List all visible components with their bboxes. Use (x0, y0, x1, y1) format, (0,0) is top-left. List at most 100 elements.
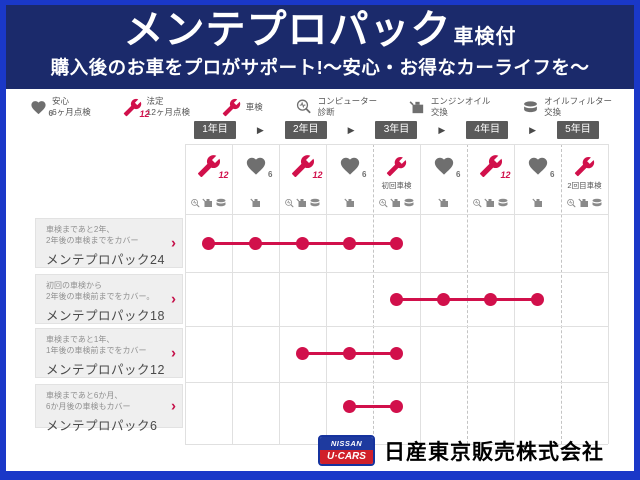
col-header-6month: 6 (420, 144, 467, 214)
chevron-right-icon: › (171, 234, 176, 252)
legend-label: 6ヶ月点検 (52, 107, 91, 117)
heart-icon: 6 (527, 155, 555, 179)
computer-diagnosis-icon (472, 198, 483, 209)
wrench-12-icon: 12 (123, 98, 150, 119)
package-label-6[interactable]: 車検まであと6か月、 6か月後の車検もカバー メンテプロパック6 › (35, 384, 183, 433)
oil-can-icon (390, 197, 402, 209)
oil-filter-icon (497, 197, 509, 209)
grid-line (185, 214, 608, 215)
package-name: メンテプロパック18 (46, 308, 165, 323)
timeline-table: 1年目 ▶ 2年目 ▶ 3年目 ▶ 4年目 ▶ 5年目 12 6 (30, 120, 609, 448)
oil-can-icon (296, 197, 308, 209)
oil-can-icon (438, 197, 450, 209)
legend: 6 安心 6ヶ月点検 12 法定 12ヶ月点検 車検 コンピューター 診断 エンジンオ… (30, 93, 612, 121)
title-suffix: 車検付 (453, 26, 517, 48)
package-desc: 6か月後の車検もカバー (46, 401, 131, 411)
legend-label: 法定 (146, 96, 164, 107)
grid-line (185, 144, 186, 444)
year-band: 1年目 ▶ 2年目 ▶ 3年目 ▶ 4年目 ▶ 5年目 (185, 120, 608, 140)
service-dot (484, 292, 497, 306)
package-row-6: 車検まであと6か月、 6か月後の車検もカバー メンテプロパック6 › (30, 384, 608, 434)
service-dot (390, 399, 403, 413)
service-dot (296, 236, 309, 250)
page-title: メンテプロパック 車検付 (6, 5, 634, 52)
service-dot (437, 292, 450, 306)
wrench-12-icon: 12 (479, 154, 511, 180)
title-main: メンテプロパック (123, 8, 452, 52)
footer: NISSAN U·CARS 日産東京販売株式会社 (6, 433, 634, 469)
package-row-12: 車検まであと1年、 1年後の車検前までをカバー メンテプロパック12 › (30, 328, 608, 378)
grid-line (420, 144, 421, 444)
service-dot (249, 236, 262, 250)
wrench-12-icon: 12 (197, 154, 229, 180)
legend-label: オイルフィルター (544, 96, 612, 107)
legend-item-oil-filter: オイルフィルター 交換 (522, 96, 612, 117)
package-name: メンテプロパック6 (46, 418, 158, 433)
oil-can-icon (202, 197, 214, 209)
coverage-line (349, 404, 397, 408)
package-label-12[interactable]: 車検まであと1年、 1年後の車検前までをカバー メンテプロパック12 › (35, 328, 183, 378)
package-desc: 1年後の車検前までをカバー (46, 345, 147, 355)
year-2: 2年目 (284, 121, 327, 139)
package-row-24: 車検まであと2年、 2年後の車検までをカバー メンテプロパック24 › (30, 218, 608, 268)
package-desc: 2年後の車検までをカバー (46, 235, 139, 245)
grid-line (185, 382, 608, 383)
legend-label: 12ヶ月点検 (146, 107, 190, 117)
legend-item-shaken: 車検 (222, 98, 263, 117)
package-desc: 初回の車検から (46, 281, 102, 290)
company-name: 日産東京販売株式会社 (384, 441, 604, 464)
grid-line (185, 144, 608, 145)
col-header-second-shaken: 2回目車検 (561, 144, 608, 214)
oil-can-icon (250, 197, 262, 209)
col-header-6month: 6 (514, 144, 561, 214)
service-track (185, 274, 608, 324)
wrench-12-icon: 12 (291, 154, 323, 180)
service-dot (390, 236, 403, 250)
service-track (185, 218, 608, 268)
service-dot (531, 292, 544, 306)
grid-line (373, 144, 374, 444)
coverage-line (396, 297, 538, 301)
service-track (185, 328, 608, 378)
wrench-icon (222, 98, 241, 117)
oil-filter-icon (309, 197, 321, 209)
oil-filter-icon (215, 197, 227, 209)
legend-label: エンジンオイル (430, 96, 491, 107)
chevron-right-icon: › (171, 290, 176, 308)
computer-diagnosis-icon (378, 198, 389, 209)
oil-filter-icon (522, 99, 539, 116)
legend-label: 安心 (52, 96, 70, 107)
grid-line (185, 272, 608, 273)
grid-line (326, 144, 327, 444)
service-dot (343, 236, 356, 250)
legend-label: 交換 (430, 107, 448, 117)
legend-label: 診断 (317, 107, 335, 117)
oil-can-icon (532, 197, 544, 209)
service-track (185, 384, 608, 428)
grid-line (185, 326, 608, 327)
nissan-ucars-logo: NISSAN U·CARS (318, 435, 375, 466)
computer-diagnosis-icon (295, 98, 313, 116)
grid-line (185, 444, 608, 445)
legend-label: 交換 (544, 107, 562, 117)
chevron-right-icon: › (171, 344, 176, 362)
col-header-12month: 12 (279, 144, 326, 214)
col-header-12month: 12 (467, 144, 514, 214)
grid-line (561, 144, 562, 444)
package-label-24[interactable]: 車検まであと2年、 2年後の車検までをカバー メンテプロパック24 › (35, 218, 183, 268)
year-5: 5年目 (556, 121, 599, 139)
grid-line (514, 144, 515, 444)
col-header-12month: 12 (185, 144, 232, 214)
oil-filter-icon (591, 197, 603, 209)
package-row-18: 初回の車検から 2年後の車検前までをカバー。 メンテプロパック18 › (30, 274, 608, 324)
chevron-right-icon: › (171, 397, 176, 415)
arrow-right-icon: ▶ (438, 124, 446, 135)
year-3: 3年目 (375, 121, 418, 139)
col-label: 2回目車検 (567, 181, 602, 190)
package-label-18[interactable]: 初回の車検から 2年後の車検前までをカバー。 メンテプロパック18 › (35, 274, 183, 324)
package-desc: 車検まであと1年、 (46, 335, 115, 344)
grid-line (608, 144, 609, 444)
service-dot (202, 236, 215, 250)
oil-can-icon (409, 99, 426, 116)
service-column-headers: 12 6 12 6 初回車検 (185, 144, 608, 214)
